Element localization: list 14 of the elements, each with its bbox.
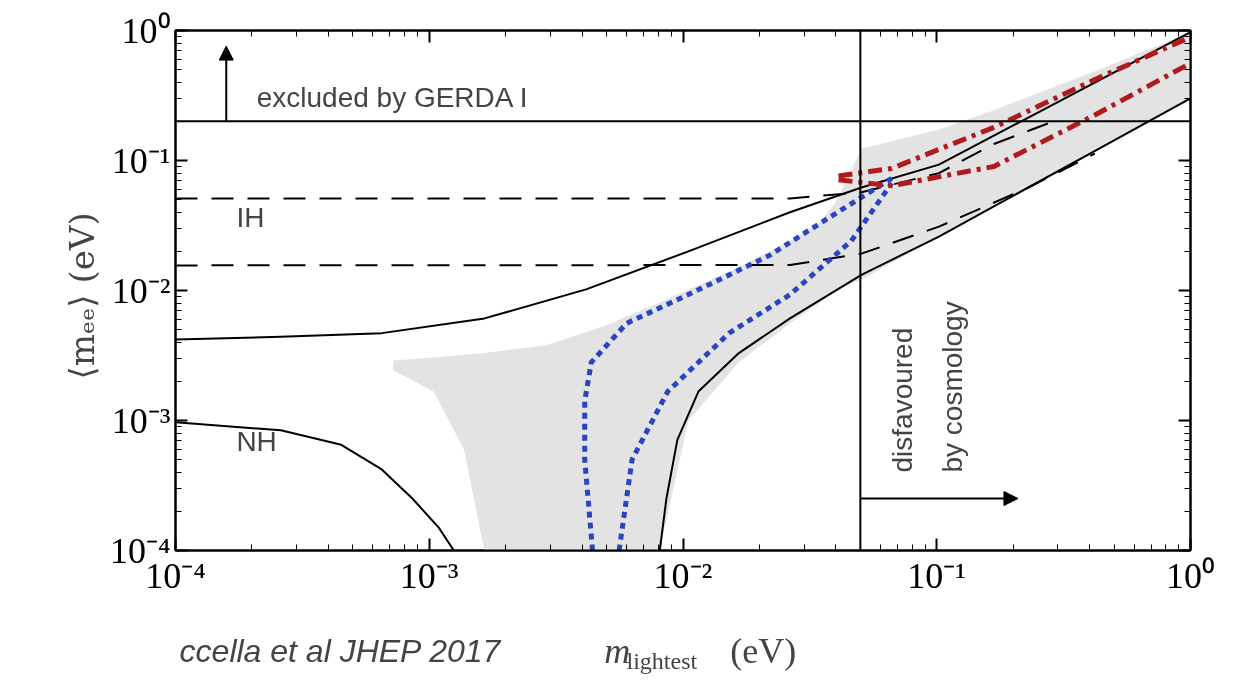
x-tick-label: 10⁻² bbox=[653, 555, 713, 596]
annotation: NH bbox=[236, 425, 277, 457]
x-tick-label: 10⁻³ bbox=[399, 555, 459, 596]
y-tick-label: 10⁻³ bbox=[111, 400, 171, 441]
y-tick-label: 10⁻² bbox=[111, 270, 171, 311]
y-axis-title: ⟨mₑₑ⟩ (eV) bbox=[61, 212, 102, 380]
y-tick-label: 10⁻¹ bbox=[111, 140, 171, 181]
text: ccella et al JHEP 2017 bbox=[179, 632, 502, 669]
y-tick-label: 10⁰ bbox=[121, 10, 171, 51]
x-tick-label: 10⁻¹ bbox=[907, 555, 967, 596]
ref-line-label: excluded by GERDA I bbox=[256, 82, 528, 114]
ref-line-label: disfavoured by cosmology bbox=[886, 301, 968, 473]
x-tick-label: 10⁰ bbox=[1166, 555, 1215, 596]
annotation: IH bbox=[236, 202, 265, 234]
